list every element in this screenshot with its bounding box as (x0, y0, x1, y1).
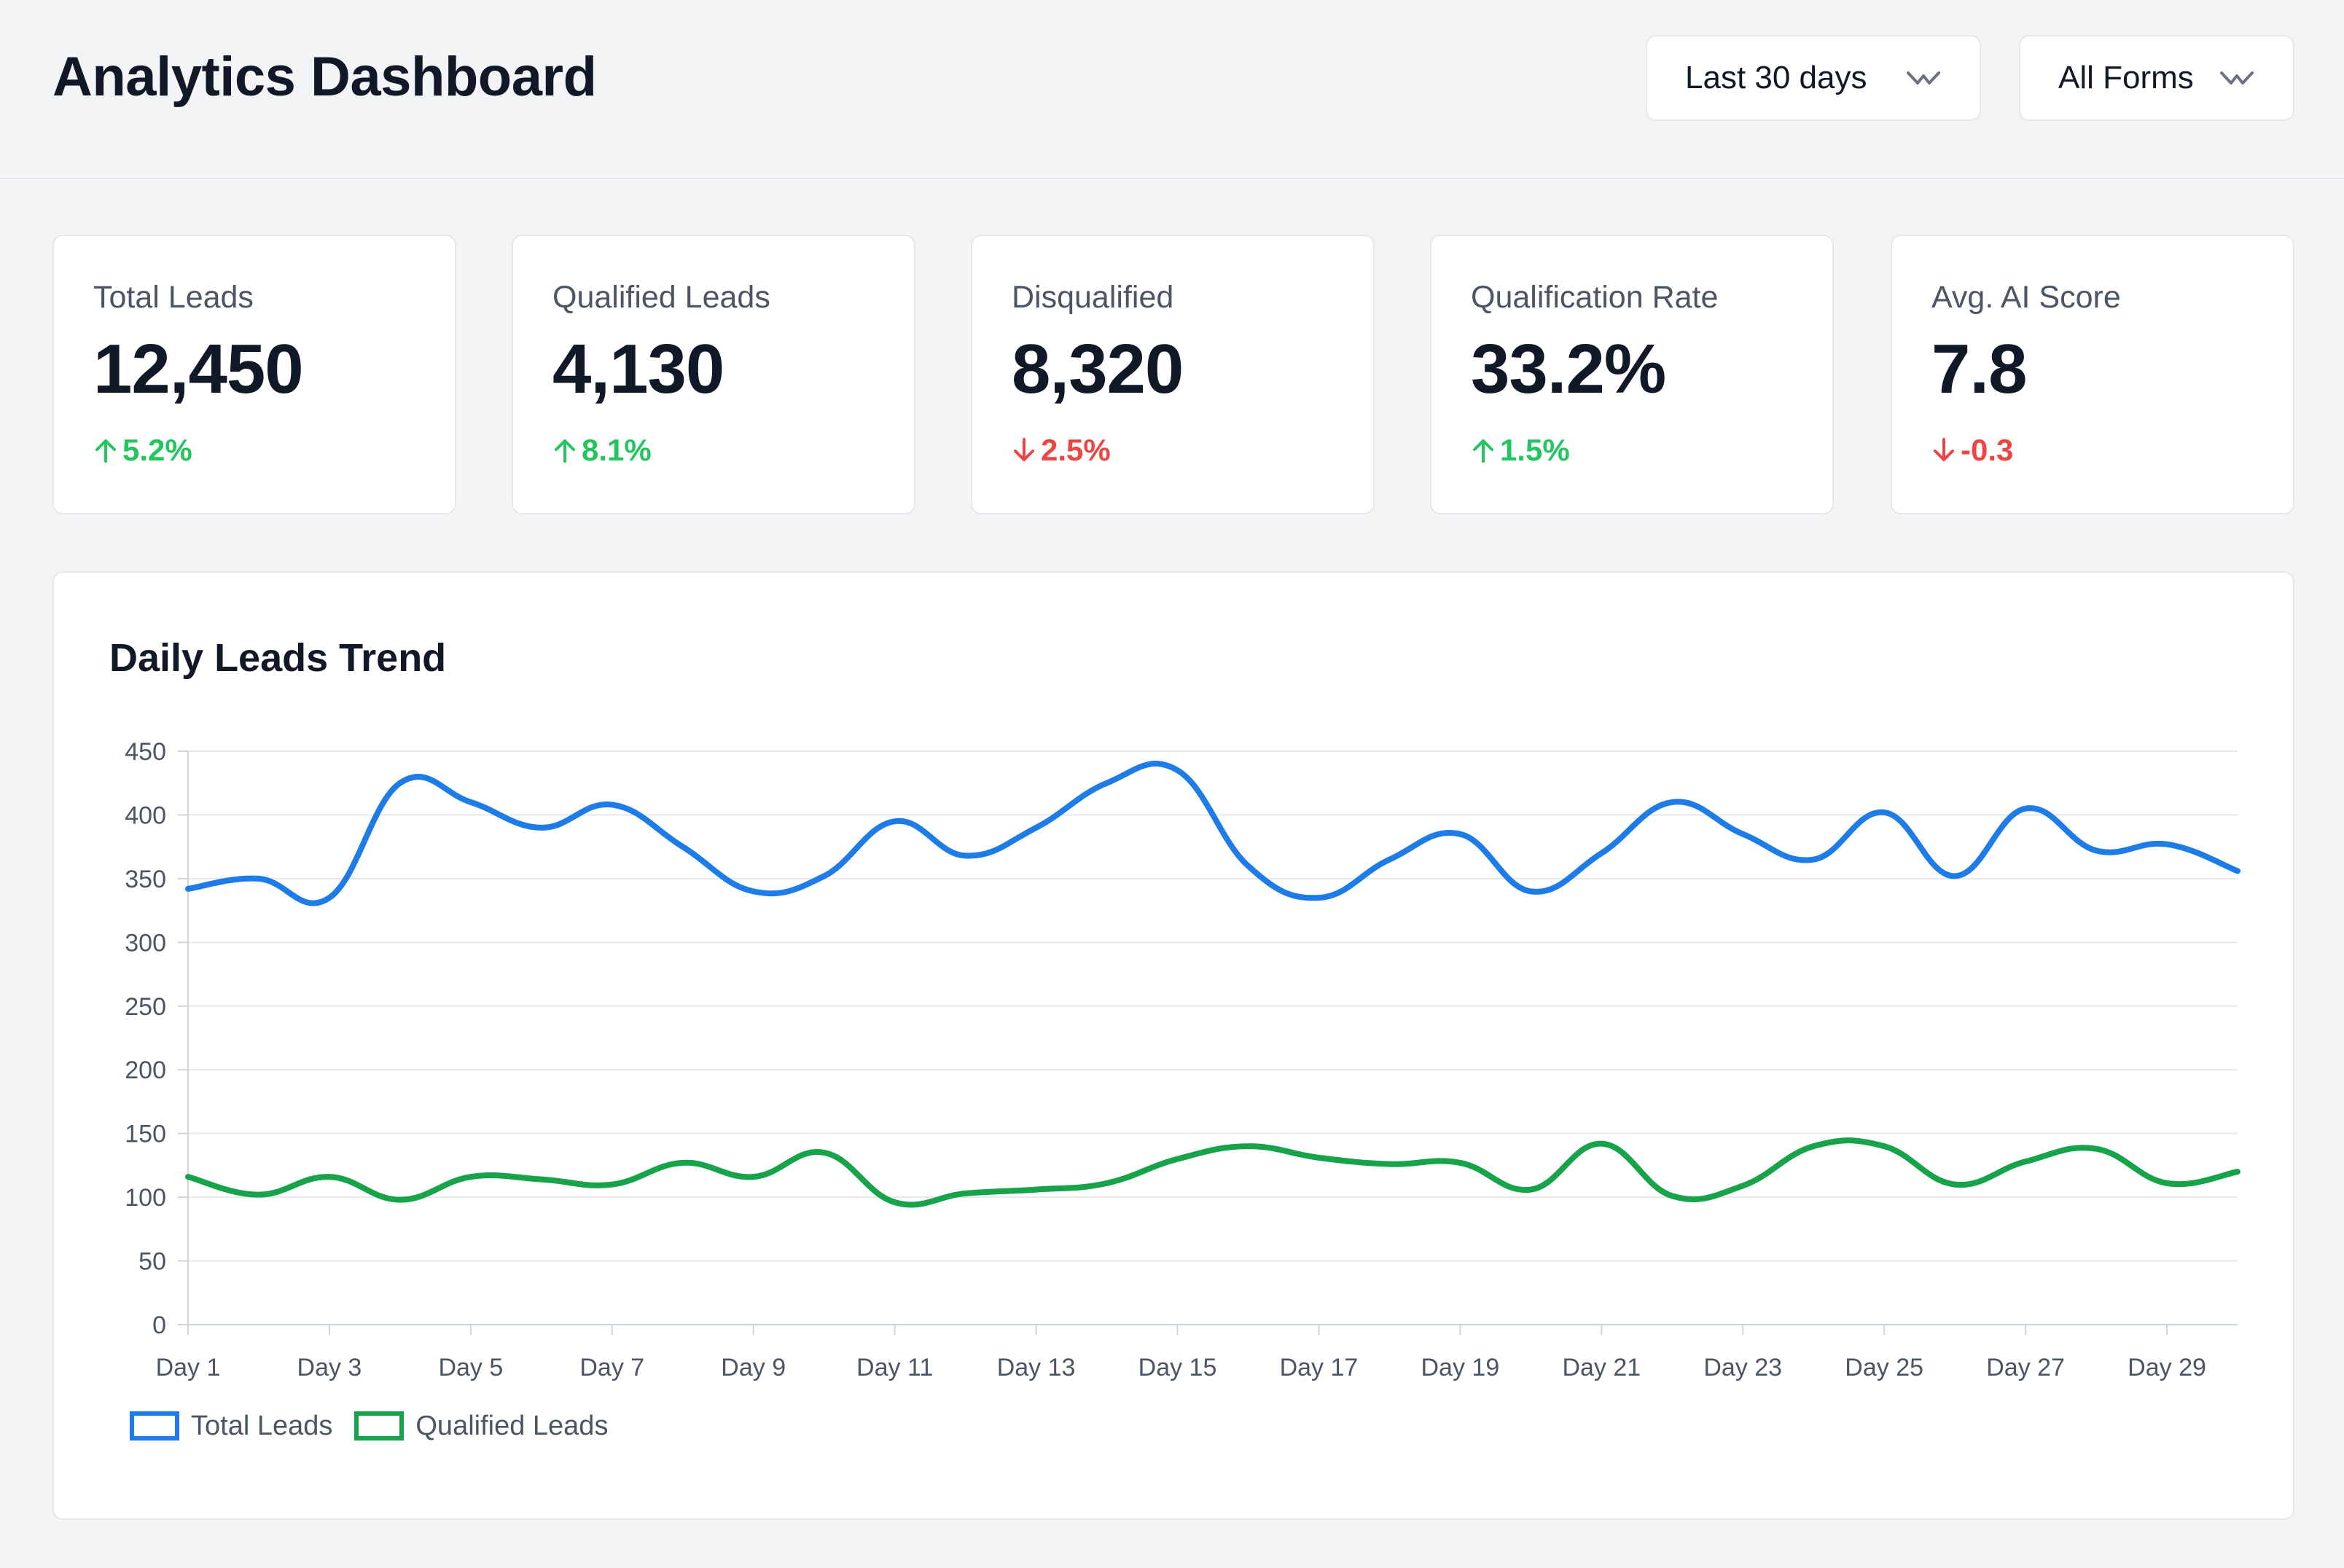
x-tick-label: Day 19 (1421, 1354, 1500, 1381)
line-chart: 0 50 100 150 200 250 300 350 400 450 Day 1 Day 3 Day… (125, 738, 2241, 1381)
kpi-value: 4,130 (552, 330, 724, 408)
y-tick-label: 350 (125, 866, 166, 893)
arrow-down-icon (1014, 438, 1034, 461)
kpi-card-disqualified: Disqualified 8,320 2.5% (971, 235, 1375, 514)
x-tick-label: Day 3 (297, 1354, 362, 1381)
kpi-value: 8,320 (1012, 330, 1184, 408)
y-tick-label: 400 (125, 801, 166, 829)
y-tick-label: 300 (125, 929, 166, 957)
x-tick-label: Day 5 (438, 1354, 503, 1381)
kpi-change-value: 1.5% (1500, 433, 1570, 467)
chevron-down-icon (2220, 71, 2254, 85)
chart-title: Daily Leads Trend (109, 636, 447, 680)
x-tick-label: Day 15 (1138, 1354, 1217, 1381)
legend-label: Qualified Leads (415, 1410, 609, 1441)
x-tick-label: Day 7 (579, 1354, 644, 1381)
date-range-label: Last 30 days (1685, 60, 1867, 95)
x-tick-label: Day 25 (1845, 1354, 1923, 1381)
kpi-label: Avg. AI Score (1931, 280, 2121, 315)
x-tick-label: Day 11 (856, 1354, 933, 1381)
x-tick-label: Day 1 (156, 1354, 221, 1381)
page-header: Analytics Dashboard Last 30 days All For… (0, 0, 2344, 179)
kpi-card-qualification-rate: Qualification Rate 33.2% 1.5% (1430, 235, 1834, 514)
kpi-change: 2.5% (1012, 433, 1111, 468)
kpi-value: 12,450 (93, 330, 304, 408)
legend-item-qualified-leads[interactable]: Qualified Leads (354, 1411, 608, 1442)
kpi-value: 7.8 (1931, 330, 2027, 408)
y-tick-label: 150 (125, 1121, 166, 1148)
kpi-label: Disqualified (1012, 280, 1174, 315)
kpi-change: 8.1% (552, 433, 652, 468)
y-tick-label: 0 (152, 1312, 166, 1339)
kpi-card-qualified-leads: Qualified Leads 4,130 8.1% (512, 235, 915, 514)
legend-label: Total Leads (191, 1410, 333, 1441)
arrow-down-icon (1934, 438, 1954, 461)
date-range-dropdown[interactable]: Last 30 days (1646, 35, 1981, 121)
y-tick-label: 250 (125, 993, 166, 1021)
forms-dropdown[interactable]: All Forms (2019, 35, 2294, 121)
kpi-label: Total Leads (93, 280, 254, 315)
legend-swatch (130, 1411, 179, 1440)
kpi-change: -0.3 (1931, 433, 2013, 468)
kpi-value: 33.2% (1471, 330, 1666, 408)
forms-label: All Forms (2058, 60, 2194, 95)
x-tick-label: Day 17 (1280, 1354, 1359, 1381)
x-tick-label: Day 23 (1703, 1354, 1782, 1381)
x-tick-label: Day 29 (2128, 1354, 2206, 1381)
arrow-up-icon (1473, 439, 1493, 463)
legend-swatch (354, 1411, 405, 1440)
y-tick-label: 450 (125, 738, 166, 766)
y-tick-label: 100 (125, 1184, 166, 1212)
x-tick-label: Day 27 (1986, 1354, 2065, 1381)
kpi-change: 5.2% (93, 433, 192, 468)
kpi-change-value: 2.5% (1041, 433, 1111, 467)
y-tick-label: 200 (125, 1057, 166, 1084)
series-line-qualified-leads (185, 1137, 2241, 1208)
x-tick-label: Day 21 (1562, 1354, 1641, 1381)
kpi-card-total-leads: Total Leads 12,450 5.2% (52, 235, 456, 514)
kpi-label: Qualified Leads (552, 280, 770, 315)
kpi-change-value: 8.1% (582, 433, 652, 467)
chevron-down-icon (1907, 71, 1940, 85)
arrow-up-icon (95, 439, 116, 463)
chart-legend: Total Leads Qualified Leads (130, 1408, 630, 1444)
series-line-total-leads (185, 761, 2241, 906)
daily-leads-chart-card: Daily Leads Trend 0 50 100 150 200 250 300 350 4… (52, 571, 2294, 1520)
x-tick-label: Day 13 (997, 1354, 1076, 1381)
kpi-label: Qualification Rate (1471, 280, 1719, 315)
page-title: Analytics Dashboard (52, 46, 597, 108)
kpi-change: 1.5% (1471, 433, 1570, 468)
x-tick-label: Day 9 (721, 1354, 786, 1381)
legend-item-total-leads[interactable]: Total Leads (130, 1411, 332, 1442)
kpi-change-value: -0.3 (1961, 433, 2014, 467)
kpi-change-value: 5.2% (122, 433, 192, 467)
kpi-card-avg-ai-score: Avg. AI Score 7.8 -0.3 (1891, 235, 2294, 514)
arrow-up-icon (555, 439, 575, 463)
y-tick-label: 50 (138, 1248, 166, 1276)
